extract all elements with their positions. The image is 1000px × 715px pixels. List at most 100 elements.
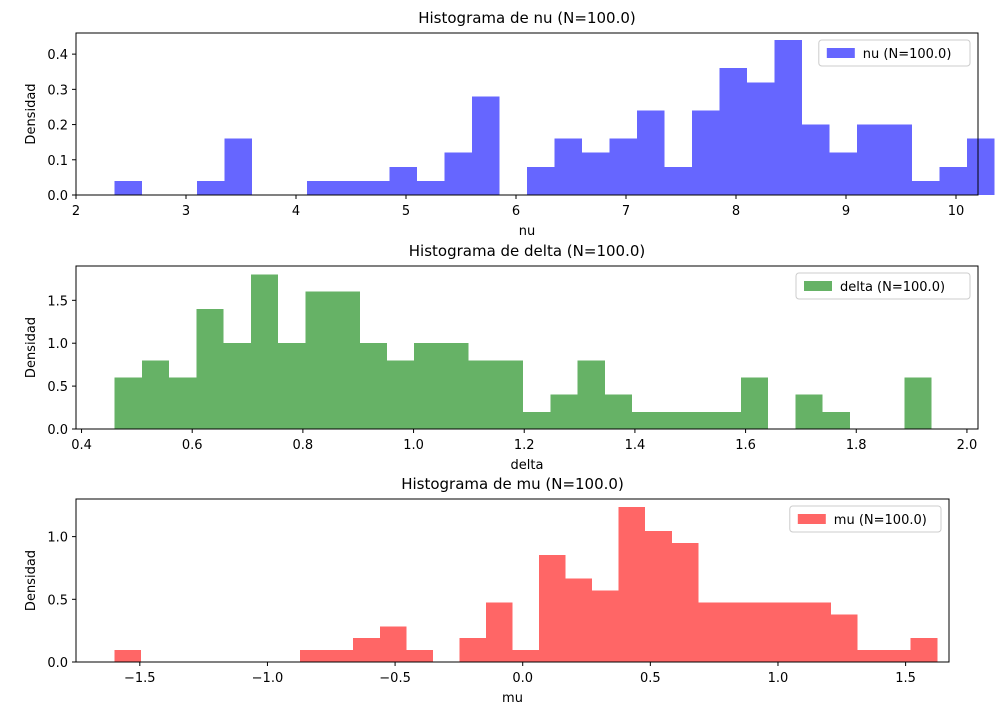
y-tick-label: 0.3 bbox=[47, 83, 68, 98]
histogram-bar bbox=[774, 40, 802, 195]
y-tick-label: 0.5 bbox=[47, 380, 68, 395]
x-tick-label: 3 bbox=[182, 204, 190, 219]
x-tick-label: 1.6 bbox=[735, 438, 756, 453]
histogram-bar bbox=[527, 166, 555, 195]
x-tick-label: 0.0 bbox=[512, 671, 533, 686]
x-tick-label: 1.0 bbox=[768, 671, 789, 686]
legend-box bbox=[795, 272, 971, 300]
histogram-bar bbox=[197, 180, 225, 195]
histogram-bar bbox=[857, 124, 885, 195]
histogram-bar bbox=[795, 394, 823, 429]
histogram-bar bbox=[414, 343, 442, 429]
legend: nu (N=100.0) bbox=[818, 39, 971, 67]
histogram-bar bbox=[278, 343, 306, 429]
x-tick-label: 10 bbox=[948, 204, 965, 219]
histogram-bar bbox=[659, 411, 687, 429]
x-tick-label: 8 bbox=[732, 204, 740, 219]
x-tick-label: 6 bbox=[512, 204, 520, 219]
axes-frame bbox=[75, 265, 979, 430]
legend-box bbox=[818, 39, 971, 67]
histogram-bar bbox=[645, 530, 672, 662]
histogram-bar bbox=[802, 124, 830, 195]
histogram-bar bbox=[359, 343, 387, 429]
x-tick-label: 2.0 bbox=[957, 438, 978, 453]
histogram-bar bbox=[829, 152, 857, 195]
x-axis-label: delta bbox=[511, 458, 544, 473]
legend-label: nu (N=100.0) bbox=[863, 47, 952, 62]
histogram-bar bbox=[751, 602, 778, 662]
histogram-bar bbox=[379, 626, 407, 662]
histogram-bar bbox=[353, 638, 380, 662]
histogram-bar bbox=[389, 166, 417, 195]
histogram-bar bbox=[300, 650, 327, 662]
x-tick-label: −1.5 bbox=[124, 671, 156, 686]
histogram-bar bbox=[406, 650, 433, 662]
histogram-bar bbox=[671, 542, 699, 662]
histogram-bar bbox=[939, 166, 967, 195]
histogram-bar bbox=[857, 650, 885, 662]
histogram-bar bbox=[822, 411, 850, 429]
legend-box bbox=[789, 505, 942, 533]
histogram-bar bbox=[523, 411, 551, 429]
histogram-bar bbox=[332, 291, 360, 429]
y-tick-label: 1.0 bbox=[47, 337, 68, 352]
histogram-bar bbox=[196, 308, 224, 429]
histogram-bar bbox=[831, 614, 858, 662]
legend-swatch bbox=[826, 48, 855, 58]
histogram-bar bbox=[554, 138, 582, 195]
histogram-bar bbox=[740, 377, 769, 429]
histogram-bar bbox=[565, 578, 593, 662]
histogram-bar bbox=[724, 602, 752, 662]
histogram-bar bbox=[719, 68, 747, 195]
y-tick-label: 0.2 bbox=[47, 119, 68, 134]
histogram-bar bbox=[777, 602, 805, 662]
x-tick-label: 1.0 bbox=[403, 438, 424, 453]
x-tick-label: −1.0 bbox=[252, 671, 284, 686]
histogram-bar bbox=[577, 360, 605, 429]
x-axis-label: nu bbox=[519, 224, 535, 239]
legend-label: delta (N=100.0) bbox=[840, 280, 945, 295]
histogram-bar bbox=[912, 180, 940, 195]
histogram-bar bbox=[468, 360, 496, 429]
y-axis-label: Densidad bbox=[24, 550, 39, 611]
histogram-bar bbox=[582, 152, 610, 195]
legend: delta (N=100.0) bbox=[795, 272, 971, 300]
x-tick-label: −0.5 bbox=[379, 671, 411, 686]
histogram-bar bbox=[550, 394, 578, 429]
histogram-bar bbox=[539, 554, 566, 662]
chart-0: 2 3 4 5 6 7 8 9 10 0.0 0.1 0.2 0.3 0.4 Histograma de n… bbox=[24, 9, 995, 239]
x-tick-label: 5 bbox=[402, 204, 410, 219]
legend-swatch bbox=[804, 281, 832, 291]
histogram-bar bbox=[114, 650, 141, 662]
legend: mu (N=100.0) bbox=[789, 505, 942, 533]
axes-frame bbox=[75, 32, 979, 196]
histogram-bar bbox=[632, 411, 660, 429]
histogram-bar bbox=[686, 411, 714, 429]
histogram-bar bbox=[114, 377, 142, 429]
x-tick-label: 0.5 bbox=[640, 671, 661, 686]
histogram-bar bbox=[386, 360, 415, 429]
histogram-bar bbox=[141, 360, 170, 429]
y-axis-label: Densidad bbox=[24, 317, 39, 378]
x-tick-label: 2 bbox=[72, 204, 80, 219]
y-tick-label: 0.5 bbox=[47, 593, 68, 608]
histogram-bar bbox=[804, 602, 832, 662]
x-tick-label: 0.8 bbox=[293, 438, 314, 453]
histogram-bar bbox=[223, 343, 251, 429]
chart-1: 0.4 0.6 0.8 1.0 1.2 1.4 1.6 1.8 2.0 0.0 0.5 1.0 1.5 H… bbox=[24, 242, 979, 473]
chart-title: Histograma de delta (N=100.0) bbox=[409, 242, 645, 260]
chart-title: Histograma de mu (N=100.0) bbox=[401, 475, 624, 493]
y-tick-label: 0.4 bbox=[47, 48, 68, 63]
histogram-bar bbox=[884, 650, 911, 662]
histogram-bar bbox=[169, 377, 197, 429]
histogram-bar bbox=[910, 638, 938, 662]
histogram-bar bbox=[495, 360, 524, 429]
histogram-bar bbox=[713, 411, 741, 429]
histogram-bar bbox=[362, 180, 390, 195]
x-tick-label: 0.6 bbox=[182, 438, 203, 453]
x-tick-label: 0.4 bbox=[71, 438, 92, 453]
histogram-bar bbox=[307, 180, 335, 195]
x-tick-label: 1.8 bbox=[846, 438, 867, 453]
histogram-bar bbox=[459, 638, 486, 662]
histogram-bar bbox=[904, 377, 932, 429]
